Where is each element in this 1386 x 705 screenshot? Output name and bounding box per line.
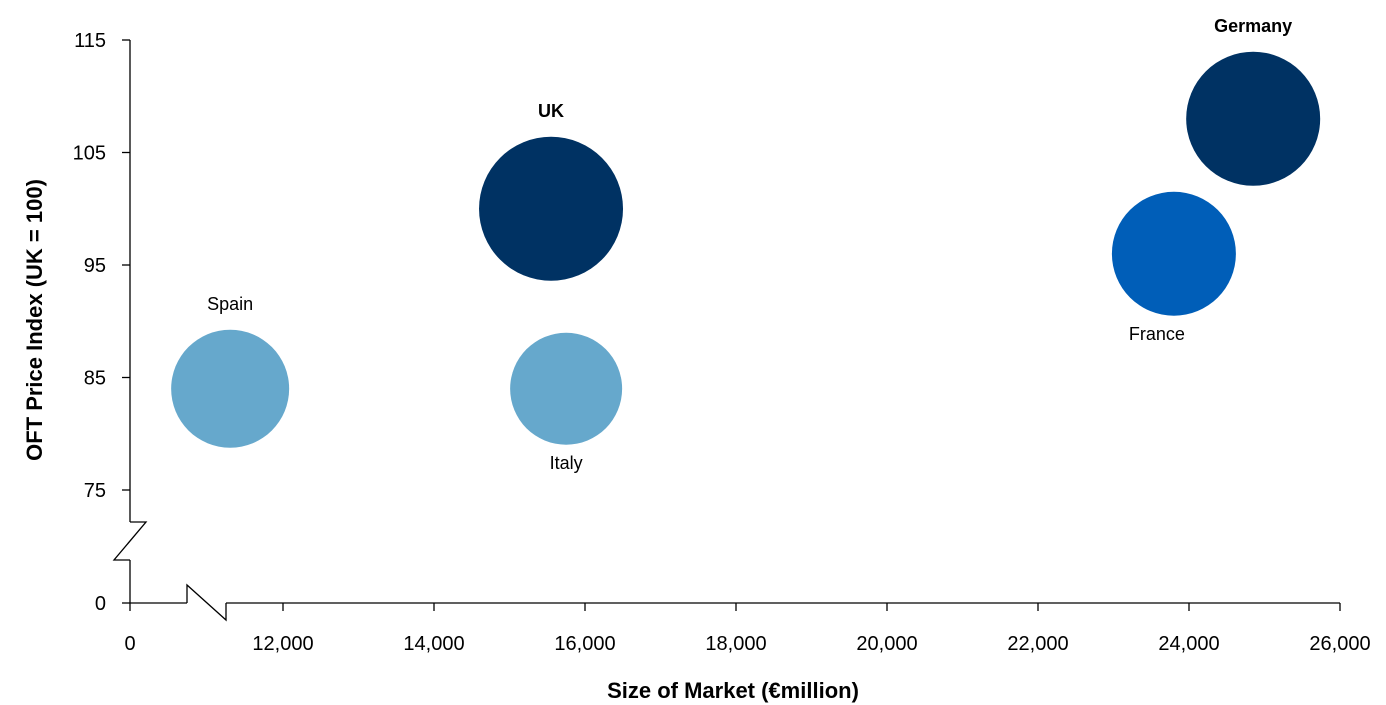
x-tick-label: 26,000	[1309, 633, 1370, 655]
bubble-label-spain: Spain	[207, 294, 253, 314]
bubble-italy	[510, 332, 623, 445]
y-tick-label: 115	[74, 30, 106, 52]
y-axis-break	[112, 521, 148, 561]
bubble-france	[1111, 191, 1236, 316]
x-tick-label: 12,000	[252, 633, 313, 655]
bubble-label-uk: UK	[538, 101, 564, 121]
tick-labels: 0 75 85 95 105 115 0 12,000 14,000 16,000 18,000 20…	[73, 30, 1371, 655]
y-tick-label: 85	[84, 368, 106, 390]
y-tick-label: 0	[95, 593, 106, 615]
x-tick-label: 16,000	[554, 633, 615, 655]
x-tick-label: 18,000	[705, 633, 766, 655]
bubble-label-france: France	[1129, 324, 1185, 344]
axes	[112, 39, 1341, 622]
x-tick-label: 24,000	[1158, 633, 1219, 655]
bubble-label-germany: Germany	[1214, 16, 1292, 36]
x-tick-label: 20,000	[856, 633, 917, 655]
x-tick-label: 14,000	[403, 633, 464, 655]
y-tick-label: 95	[84, 255, 106, 277]
bubble-germany	[1186, 51, 1321, 186]
y-tick-label: 105	[73, 143, 106, 165]
x-axis-break	[186, 583, 227, 622]
x-axis-title: Size of Market (€million)	[607, 678, 859, 703]
bubbles	[171, 51, 1321, 448]
bubble-spain	[171, 329, 290, 448]
bubble-uk	[479, 136, 624, 281]
x-tick-label: 22,000	[1007, 633, 1068, 655]
point-labels: Spain UK Italy France Germany	[207, 16, 1292, 473]
x-tick-label: 0	[124, 633, 135, 655]
bubble-label-italy: Italy	[550, 453, 583, 473]
y-tick-label: 75	[84, 480, 106, 502]
y-axis-title: OFT Price Index (UK = 100)	[22, 179, 47, 461]
